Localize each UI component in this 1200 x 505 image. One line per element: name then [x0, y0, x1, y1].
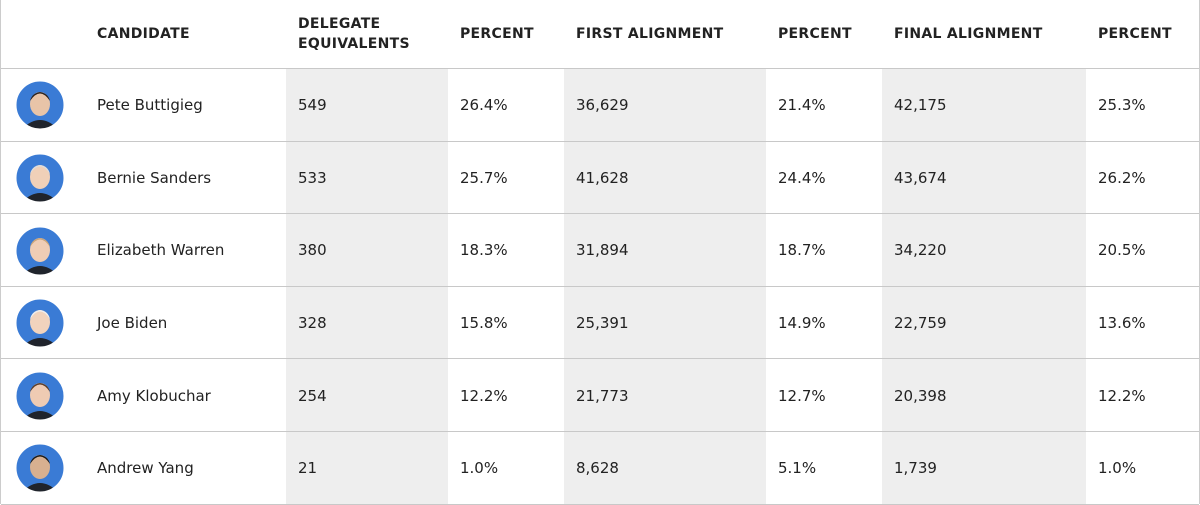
table-cell: 15.8%	[460, 314, 508, 333]
table-cell: 36,629	[564, 69, 766, 142]
table-cell: 18.7%	[778, 241, 826, 260]
table-cell: 1,739	[882, 432, 1086, 505]
row-rule	[1, 285, 1199, 287]
table-cell: 12.2%	[1098, 386, 1146, 405]
header-rule	[1, 68, 1199, 69]
table-cell: 533	[286, 141, 448, 215]
row-rule	[1, 140, 1199, 142]
table-cell: 43,674	[882, 141, 1086, 215]
table-cell: 25.3%	[1098, 96, 1146, 115]
table-cell: 26.4%	[460, 96, 508, 115]
candidate-name: Joe Biden	[97, 314, 168, 333]
table-cell: 380	[286, 214, 448, 287]
table-cell: 18.3%	[460, 241, 508, 260]
table-cell: 42,175	[882, 69, 1086, 142]
table-cell: 328	[286, 286, 448, 360]
column-header: FINAL ALIGNMENT	[894, 26, 1043, 42]
candidate-name: Elizabeth Warren	[97, 241, 225, 260]
table-cell: 14.9%	[778, 314, 826, 333]
table-cell: 549	[286, 69, 448, 142]
candidate-photo	[15, 153, 65, 203]
table-cell: 21.4%	[778, 96, 826, 115]
candidate-photo	[15, 226, 65, 275]
table-cell: 12.2%	[460, 386, 508, 405]
table-cell: 1.0%	[460, 459, 499, 478]
table-cell: 31,894	[564, 214, 766, 287]
column-header: PERCENT	[460, 26, 534, 42]
table-cell: 12.7%	[778, 386, 826, 405]
table-cell: 8,628	[564, 432, 766, 505]
column-header: FIRST ALIGNMENT	[576, 26, 724, 42]
table-cell: 1.0%	[1098, 459, 1137, 478]
column-header: PERCENT	[1098, 26, 1172, 42]
table-cell: 26.2%	[1098, 168, 1146, 187]
candidate-name: Pete Buttigieg	[97, 96, 203, 115]
table-cell: 21	[286, 432, 448, 505]
row-rule	[1, 431, 1199, 432]
table-cell: 25.7%	[460, 168, 508, 187]
candidate-name: Amy Klobuchar	[97, 386, 211, 405]
candidate-photo	[15, 443, 65, 493]
table-cell: 21,773	[564, 359, 766, 432]
candidate-photo	[15, 298, 65, 348]
row-rule	[1, 213, 1199, 215]
column-header: PERCENT	[778, 26, 852, 42]
column-header: CANDIDATE	[97, 26, 190, 42]
table-cell: 20,398	[882, 359, 1086, 432]
candidate-name: Andrew Yang	[97, 459, 194, 478]
candidate-photo	[15, 371, 65, 421]
table-cell: 22,759	[882, 286, 1086, 360]
table-cell: 5.1%	[778, 459, 817, 478]
table-cell: 20.5%	[1098, 241, 1146, 260]
table-cell: 25,391	[564, 286, 766, 360]
table-cell: 24.4%	[778, 168, 826, 187]
table-cell: 13.6%	[1098, 314, 1146, 333]
candidate-name: Bernie Sanders	[97, 168, 212, 187]
candidate-photo	[15, 80, 65, 130]
column-header: DELEGATE EQUIVALENTS	[298, 16, 410, 52]
table-cell: 41,628	[564, 141, 766, 215]
row-rule	[1, 358, 1199, 360]
table-cell: 254	[286, 359, 448, 432]
table-cell: 34,220	[882, 214, 1086, 287]
